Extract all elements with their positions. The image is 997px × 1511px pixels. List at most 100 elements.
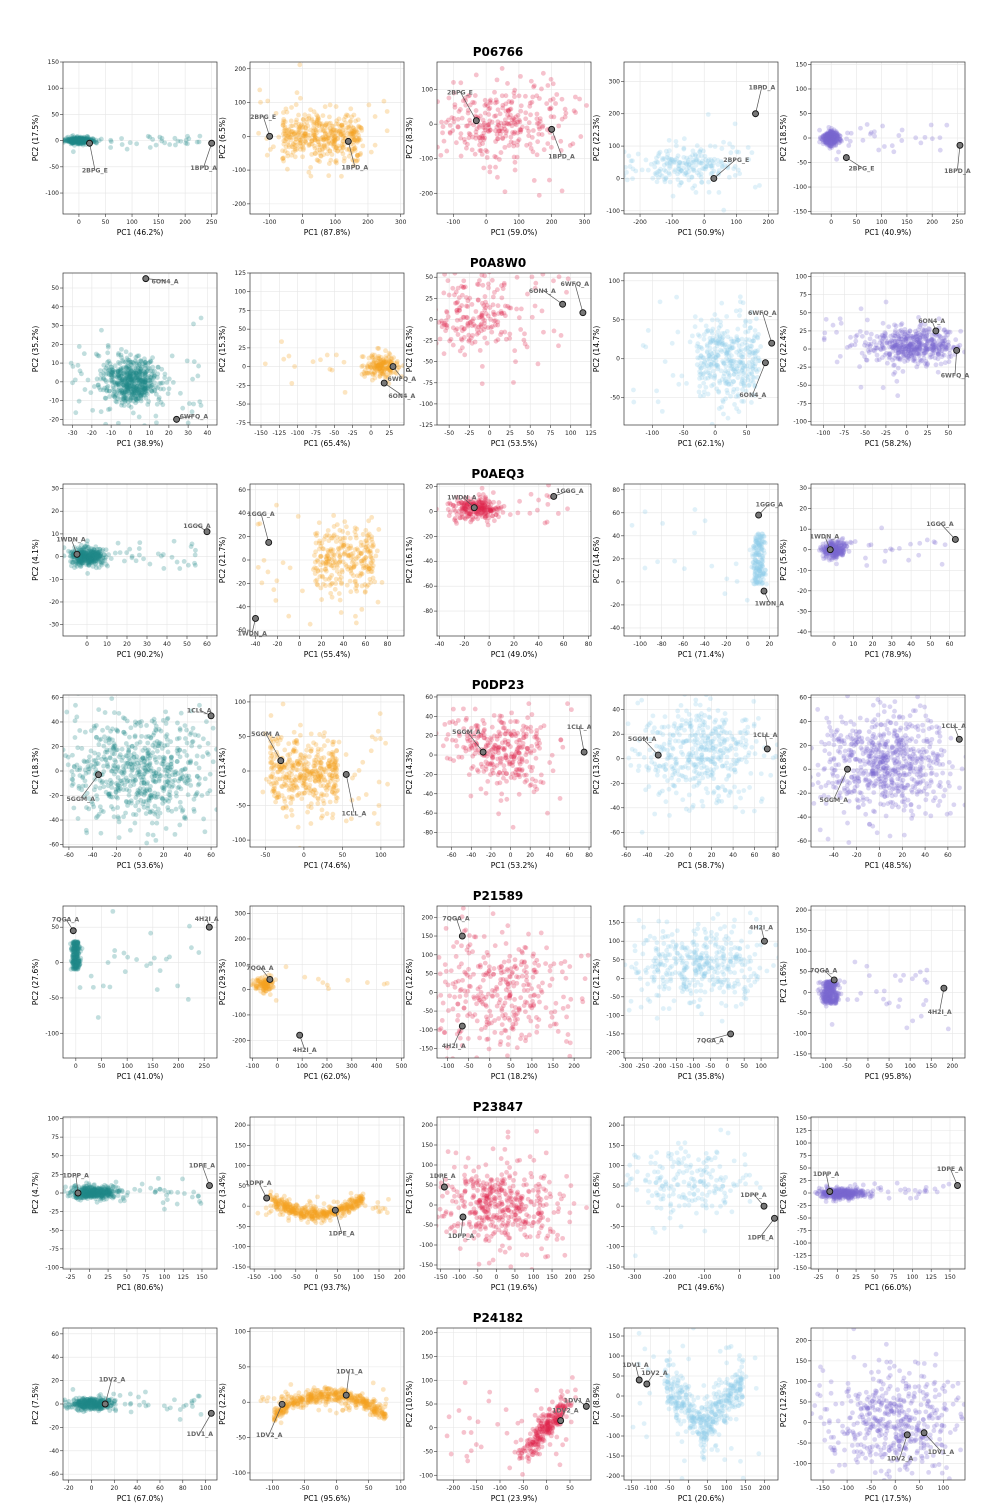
data-point [63,137,67,143]
data-point [271,587,277,593]
data-point [75,137,80,143]
data-point [328,581,334,587]
data-point [339,173,344,179]
data-point [992,326,997,331]
data-point [191,401,196,407]
data-point [502,144,508,150]
y-tick-label: 25 [425,295,433,302]
data-point [80,138,86,143]
data-point [81,137,86,142]
data-point [322,104,328,110]
data-point [300,154,305,160]
data-point [284,131,290,137]
structure-label: 6ON4_A [152,279,179,286]
data-point [743,319,749,325]
y-tick-label: 50 [425,274,433,281]
data-point [70,138,75,144]
data-point [536,192,542,198]
data-point [514,306,520,312]
data-point [677,182,682,188]
data-point [80,138,85,143]
data-point [76,137,82,143]
data-point [376,362,382,368]
data-point [141,361,146,367]
x-tick-label: 50 [183,641,191,648]
data-point [337,554,342,559]
data-point [355,139,360,145]
data-point [338,129,344,135]
reference-structure-marker [472,117,480,125]
data-point [162,375,168,381]
data-point [77,139,83,144]
data-point [487,164,493,170]
data-point [443,119,449,125]
y-tick-label: 20 [51,341,59,348]
data-point [297,140,303,146]
data-point [300,125,306,131]
data-point [650,175,656,181]
data-point [339,569,345,575]
reference-structure-marker [953,346,961,354]
y-tick-label: 0 [616,175,620,182]
data-point [958,328,964,334]
data-point [76,139,82,145]
data-point [440,130,445,136]
data-point [559,96,565,102]
y-tick-label: -30 [49,622,59,629]
data-point [376,355,381,361]
data-point [534,111,540,117]
data-point [295,513,301,519]
data-point [674,294,680,300]
data-point [918,344,923,350]
data-point [315,116,321,122]
data-point [71,138,77,144]
data-point [608,165,613,170]
data-point [329,594,335,600]
data-point [76,137,82,143]
data-point [351,112,357,118]
data-point [451,119,457,125]
data-point [477,348,483,353]
data-point [181,559,187,564]
data-point [943,330,949,336]
x-tick-label: 30 [143,641,151,648]
data-point [315,582,321,588]
data-point [687,339,693,345]
data-point [822,330,828,336]
data-point [332,134,338,140]
data-point [110,370,116,375]
data-point [889,143,895,149]
x-tick-label: 10 [103,641,111,648]
data-point [79,137,85,142]
data-point [75,141,81,146]
y-tick-label: 60 [238,487,246,494]
data-point [81,351,87,357]
data-point [692,314,698,320]
y-tick-label: 50 [612,317,620,324]
y-tick-label: 100 [609,143,621,150]
data-point [458,135,464,141]
data-point [639,167,645,173]
data-point [455,116,461,122]
data-point [67,137,73,142]
data-point [70,133,76,138]
data-point [65,138,71,143]
data-point [545,141,551,146]
x-tick-label: 125 [585,430,597,437]
data-point [282,126,288,131]
data-point [512,159,518,165]
x-tick-label: 0 [713,430,717,437]
data-point [320,146,325,152]
data-point [821,335,827,341]
data-point [721,207,727,213]
data-point [492,289,497,295]
data-point [79,139,85,145]
data-point [340,124,346,130]
data-point [530,149,536,155]
data-point [615,161,620,166]
data-point [64,137,70,143]
structure-label: 2BPG_E [447,89,473,96]
data-point [79,141,85,146]
y-tick-label: 200 [235,66,247,73]
